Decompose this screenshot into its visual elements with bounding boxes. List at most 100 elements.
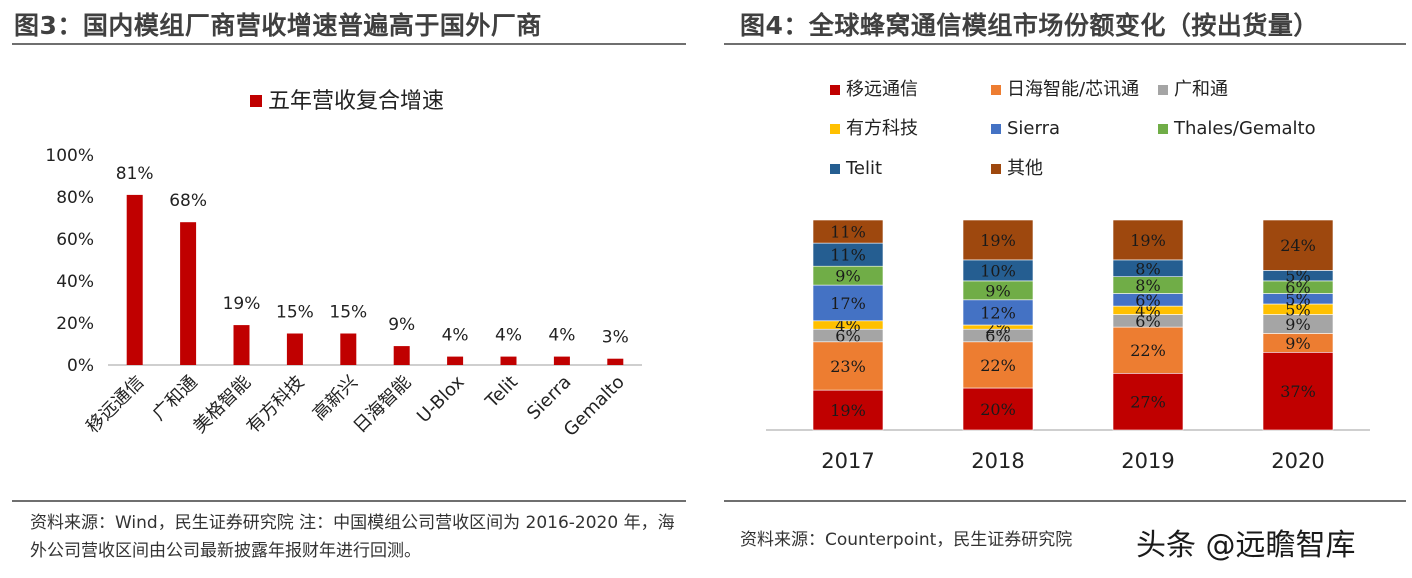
watermark: 头条 @远瞻智库 [1136,528,1356,563]
segment-label: 5% [1285,290,1310,309]
data-label: 9% [388,315,415,335]
segment-label: 9% [835,267,860,286]
figure-4-source: 资料来源：Counterpoint，民生证券研究院 [740,530,1073,550]
segment-label: 22% [1130,341,1166,360]
x-tick-label: 美格智能 [189,372,255,438]
x-tick-label: 高新兴 [309,372,362,425]
y-tick-label: 100% [45,146,94,166]
figure-3-panel: 图3：国内模组厂商营收增速普遍高于国外厂商 五年营收复合增速 0% 20% 40% 60… [0,0,700,578]
segment-label: 6% [1285,278,1310,297]
figure-3-source: 资料来源：Wind，民生证券研究院 注：中国模组公司营收区间为 2016-202… [30,513,675,561]
x-tick-label: 有方科技 [243,372,309,438]
legend-label: 移远通信 [846,79,918,100]
stacked-segment [962,341,1034,389]
legend-swatch [830,85,840,95]
segment-label: 11% [830,223,866,242]
segment-label: 23% [830,357,866,376]
stacked-segment [1262,351,1334,431]
legend-swatch [991,164,1001,174]
stacked-segment [1112,219,1184,261]
stacked-segment [962,219,1034,261]
source-rule [12,500,686,502]
legend-label: 广和通 [1174,79,1228,100]
segment-label: 19% [980,231,1016,250]
legend-swatch [830,164,840,174]
stacked-segment [962,387,1034,431]
legend-label: Telit [845,158,882,179]
figure-4-panel: 图4：全球蜂窝通信模组市场份额变化（按出货量） 移远通信 日海智能/芯讯通 广和通有… [718,0,1412,578]
legend-label: 五年营收复合增速 [268,89,444,114]
segment-label: 22% [980,356,1016,375]
legend-label: 日海智能/芯讯通 [1007,79,1139,100]
legend-label: Sierra [1007,118,1060,139]
segment-label: 19% [830,401,866,420]
revenue-growth-bar-chart: 五年营收复合增速 0% 20% 40% 60% 80% 100% 81% 移远通信 68% 广和通 1… [45,89,642,441]
y-tick-label: 80% [56,188,94,208]
legend-swatch [830,124,840,134]
segment-label: 9% [1285,315,1310,334]
x-tick-label: Sierra [523,372,575,424]
segment-label: 6% [1135,291,1160,310]
title-rule [724,43,1406,45]
data-label: 4% [495,326,522,346]
bar [233,325,250,365]
segment-label: 12% [980,303,1016,322]
data-label: 19% [223,294,261,314]
segment-label: 9% [985,281,1010,300]
x-tick-label: 2018 [971,449,1024,473]
segment-label: 8% [1135,259,1160,278]
bar [447,356,464,365]
stacked-segment [812,219,884,244]
bar [180,222,197,365]
y-tick-label: 20% [56,314,94,334]
stacked-segment [812,389,884,431]
segment-label: 11% [830,246,866,265]
bar [126,194,143,365]
segment-label: 6% [985,327,1010,346]
legend-swatch [991,85,1001,95]
segment-label: 6% [1135,312,1160,331]
segment-label: 5% [1285,300,1310,319]
x-tick-label: U-Blox [413,371,469,427]
data-label: 4% [548,326,575,346]
data-label: 81% [116,164,154,184]
bar [393,346,410,365]
stacked-segment [1112,326,1184,374]
segment-label: 24% [1280,236,1316,255]
y-tick-label: 0% [67,356,94,376]
legend-swatch [1158,85,1168,95]
bar [340,333,357,365]
legend-swatch [250,95,262,107]
legend-label: 其他 [1007,158,1043,179]
segment-label: 10% [980,261,1016,280]
stacked-segment [1262,219,1334,271]
segment-label: 17% [830,294,866,313]
legend-label: 有方科技 [846,118,918,139]
segment-label: 27% [1130,393,1166,412]
segment-label: 20% [980,400,1016,419]
x-tick-label: 2017 [821,449,874,473]
x-tick-label: Telit [481,372,522,413]
segment-label: 37% [1280,382,1316,401]
data-label: 15% [329,303,367,323]
y-tick-label: 60% [56,230,94,250]
title-rule [12,43,686,45]
segment-label: 5% [1285,267,1310,286]
x-tick-label: 移远通信 [82,372,148,438]
x-tick-label: 2019 [1121,449,1174,473]
figure-3-title: 图3：国内模组厂商营收增速普遍高于国外厂商 [14,11,542,40]
data-label: 15% [276,303,314,323]
segment-label: 19% [1130,231,1166,250]
y-tick-label: 40% [56,272,94,292]
legend-swatch [991,124,1001,134]
figure-4-title: 图4：全球蜂窝通信模组市场份额变化（按出货量） [740,11,1319,40]
legend-label: Thales/Gemalto [1173,118,1316,139]
stacked-segment [1112,372,1184,431]
x-tick-label: 广和通 [149,372,202,425]
data-label: 3% [602,328,629,348]
x-tick-label: 日海智能 [349,372,415,438]
data-label: 68% [169,191,207,211]
bar [286,333,303,365]
source-rule [724,500,1406,502]
